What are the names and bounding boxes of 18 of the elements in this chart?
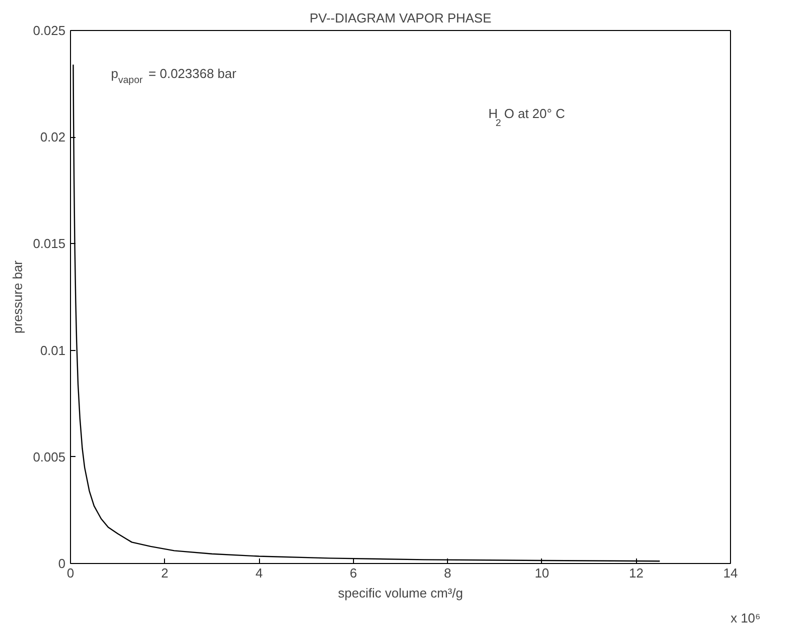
y-tick-label: 0.015 [32,236,66,252]
x-tick-label: 14 [723,566,738,580]
x-tick-label: 4 [255,566,263,580]
y-tick-label: 0.025 [32,23,66,38]
x-tick-label: 6 [350,566,357,580]
x-tick-label: 12 [628,566,644,580]
x-tick-label: 2 [161,566,168,580]
y-tick-label: 0.02 [40,130,66,145]
y-tick-label: 0.005 [32,449,66,464]
text: x 10⁶ [730,610,761,626]
x-tick-label: 10 [534,566,550,580]
y-tick-label: 0 [58,556,66,571]
y-axis-title: pressure bar [10,260,25,334]
y-tick-label: 0.01 [40,342,66,358]
annotation: H2O at 20° C [488,106,565,130]
x-axis-title: specific volume cm³/g [338,586,463,600]
x-tick-label: 8 [444,566,452,580]
chart-title: PV--DIAGRAM VAPOR PHASE [310,10,492,26]
